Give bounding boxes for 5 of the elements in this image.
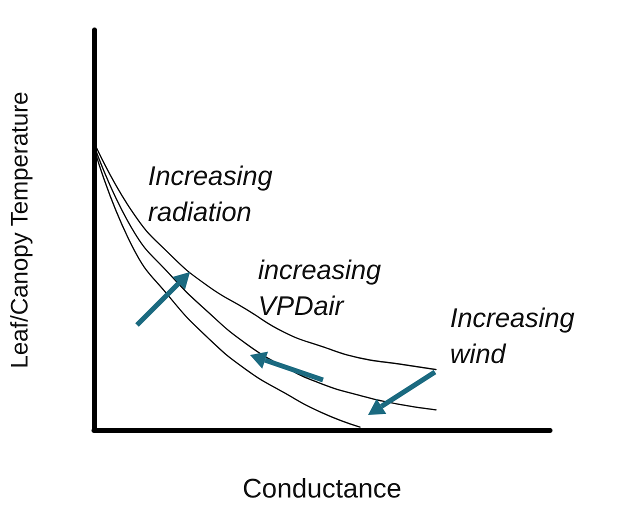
x-axis-title: Conductance (242, 474, 402, 504)
annotation: Increasing wind (450, 303, 575, 369)
annotation: Increasing radiation (148, 161, 273, 227)
y-axis-title: Leaf/Canopy Temperature (6, 91, 34, 369)
annotation: increasing VPDair (258, 255, 382, 321)
